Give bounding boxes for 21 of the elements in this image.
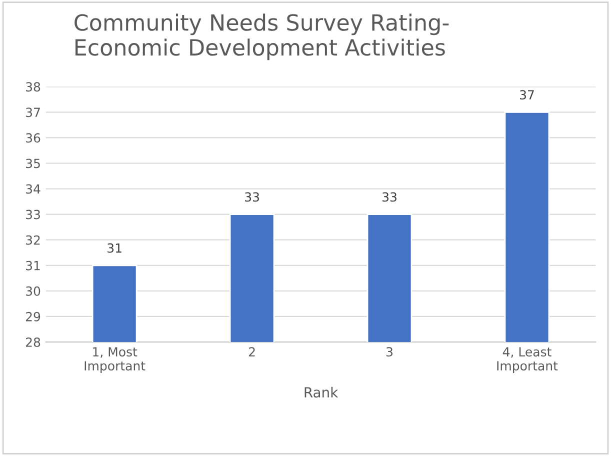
chart-title: Community Needs Survey Rating- Economic Development Activities [74, 14, 449, 60]
y-tick-label: 33 [26, 210, 40, 220]
y-tick-label: 35 [26, 158, 40, 168]
data-label: 33 [382, 192, 396, 202]
x-tick-label: 1, Most Important [84, 347, 146, 373]
y-tick-label: 29 [26, 312, 40, 322]
y-tick-label: 38 [26, 82, 40, 92]
x-tick-label: 4, Least Important [497, 347, 558, 373]
y-tick-label: 36 [26, 133, 40, 143]
data-label: 33 [245, 192, 259, 202]
y-tick-label: 30 [26, 286, 40, 296]
data-label: 31 [108, 243, 122, 253]
data-label: 37 [520, 90, 534, 100]
y-tick-label: 31 [26, 260, 40, 270]
x-tick-label: 2 [248, 347, 255, 356]
x-axis-title: Rank [304, 386, 338, 398]
y-tick-label: 34 [26, 184, 40, 194]
y-tick-label: 37 [26, 108, 40, 118]
y-tick-label: 28 [26, 337, 40, 347]
y-tick-label: 32 [26, 235, 40, 245]
x-tick-label: 3 [386, 347, 392, 357]
